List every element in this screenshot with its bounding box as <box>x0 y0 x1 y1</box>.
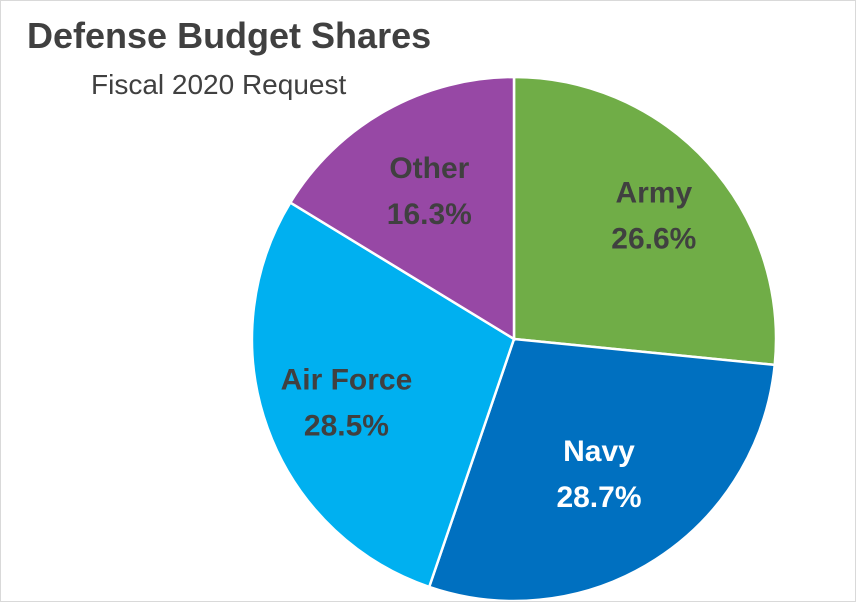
slice-value-label: 16.3% <box>387 198 472 231</box>
slice-value-label: 28.5% <box>304 410 389 443</box>
pie-slice-other <box>288 75 516 342</box>
chart-title: Defense Budget Shares <box>27 15 432 56</box>
chart-subtitle: Fiscal 2020 Request <box>91 69 347 100</box>
pie-slice-air-force <box>250 200 516 589</box>
pie-slice-navy <box>427 337 777 601</box>
slice-value-label: 26.6% <box>611 222 696 255</box>
slice-label: Navy <box>563 435 635 468</box>
slice-value-label: 28.7% <box>556 481 641 514</box>
slice-label: Air Force <box>281 364 413 397</box>
pie-slice-army <box>512 75 778 367</box>
slice-label: Army <box>615 176 692 209</box>
slice-label: Other <box>389 152 469 185</box>
